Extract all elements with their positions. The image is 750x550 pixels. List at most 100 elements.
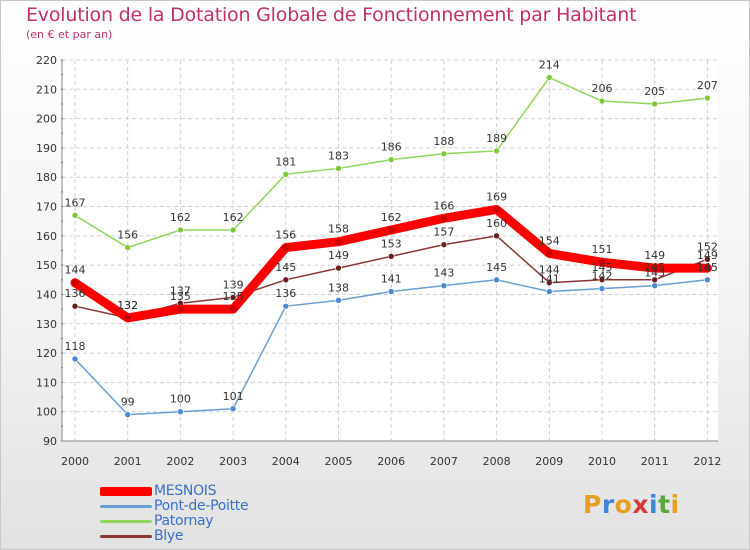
data-label-pont-de-poitte: 143 (433, 267, 454, 280)
plot-area (62, 60, 718, 441)
y-tick-label: 220 (36, 54, 57, 67)
data-label-mesnois: 169 (486, 190, 507, 203)
data-label-mesnois: 144 (65, 264, 86, 277)
data-label-mesnois: 156 (275, 229, 296, 242)
data-label-mesnois: 135 (223, 290, 244, 303)
data-label-pont-de-poitte: 145 (486, 261, 507, 274)
y-tick-label: 190 (36, 142, 57, 155)
y-tick-label: 160 (36, 230, 57, 243)
data-label-patornay: 156 (117, 229, 138, 242)
data-point-blye (545, 279, 553, 287)
data-point-pont-de-poitte (545, 288, 553, 295)
data-label-patornay: 207 (697, 79, 718, 92)
logo-letter: o (614, 490, 633, 519)
data-point-mesnois (71, 279, 79, 287)
y-tick-label: 200 (36, 113, 57, 126)
y-tick-label: 100 (36, 406, 57, 419)
data-label-pont-de-poitte: 141 (381, 273, 402, 286)
data-label-patornay: 167 (65, 196, 86, 209)
x-tick-label: 2009 (535, 455, 563, 468)
x-tick-label: 2003 (219, 455, 247, 468)
x-tick-label: 2012 (693, 455, 721, 468)
data-point-patornay (704, 94, 711, 102)
data-label-blye: 132 (117, 299, 138, 312)
data-point-mesnois (440, 214, 448, 222)
data-label-patornay: 188 (433, 135, 454, 148)
chart-title: Evolution de la Dotation Globale de Fonc… (26, 4, 637, 26)
data-point-blye (493, 232, 500, 240)
logo-letter: i (649, 490, 659, 519)
data-point-mesnois (703, 264, 711, 272)
data-label-patornay: 214 (539, 59, 560, 72)
data-label-patornay: 189 (486, 132, 507, 145)
data-label-mesnois: 162 (381, 211, 402, 224)
legend-swatch-patornay (100, 520, 152, 523)
y-tick-label: 170 (36, 201, 57, 214)
data-label-mesnois: 151 (592, 243, 613, 256)
data-point-patornay (651, 100, 659, 108)
data-point-patornay (177, 226, 184, 234)
data-label-pont-de-poitte: 100 (170, 393, 191, 406)
x-tick-label: 2002 (166, 455, 194, 468)
data-label-mesnois: 158 (328, 223, 349, 236)
proxiti-logo[interactable]: Proxiti (583, 490, 680, 519)
data-label-patornay: 162 (223, 211, 244, 224)
legend-item-mesnois[interactable]: MESNOIS (100, 483, 360, 499)
data-label-blye: 137 (170, 284, 191, 297)
data-label-blye: 136 (65, 287, 86, 300)
data-point-pont-de-poitte (124, 411, 131, 418)
data-point-patornay (598, 97, 606, 105)
data-label-pont-de-poitte: 138 (328, 281, 349, 294)
legend-swatch-mesnois (100, 487, 152, 496)
data-label-blye: 152 (697, 240, 718, 253)
data-point-blye (282, 276, 290, 284)
data-point-mesnois (176, 305, 184, 313)
data-label-mesnois: 154 (539, 234, 560, 247)
data-point-mesnois (493, 205, 501, 213)
data-point-blye (229, 294, 237, 301)
data-point-mesnois (229, 305, 237, 313)
legend-item-blye[interactable]: Blye (100, 528, 360, 544)
data-point-mesnois (124, 314, 132, 322)
data-point-patornay (124, 244, 131, 251)
legend-swatch-blye (100, 535, 152, 538)
data-label-patornay: 181 (275, 155, 296, 168)
data-point-pont-de-poitte (598, 285, 606, 292)
data-point-blye (704, 255, 711, 263)
logo-letter: x (632, 490, 649, 519)
data-label-patornay: 205 (644, 85, 665, 98)
y-tick-label: 210 (36, 83, 57, 96)
legend-label-mesnois: MESNOIS (154, 483, 217, 499)
y-tick-label: 120 (36, 347, 57, 360)
legend-label-blye: Blye (154, 528, 184, 544)
y-tick-label: 130 (36, 318, 57, 331)
data-point-mesnois (651, 264, 659, 272)
legend-item-patornay[interactable]: Patornay (100, 513, 360, 529)
data-point-pont-de-poitte (440, 282, 448, 289)
data-label-patornay: 186 (381, 141, 402, 154)
y-tick-label: 90 (43, 435, 57, 448)
data-point-blye (651, 276, 659, 284)
data-point-blye (71, 302, 79, 310)
data-label-blye: 160 (486, 217, 507, 230)
data-point-patornay (545, 74, 553, 81)
data-label-pont-de-poitte: 118 (65, 340, 86, 353)
data-label-blye: 145 (592, 261, 613, 274)
x-tick-label: 2007 (430, 455, 458, 468)
y-tick-label: 180 (36, 171, 57, 184)
legend-label-pont-de-poitte: Pont-de-Poitte (154, 498, 249, 514)
data-point-mesnois (282, 244, 290, 252)
data-point-blye (440, 241, 448, 248)
legend-item-pont-de-poitte[interactable]: Pont-de-Poitte (100, 498, 360, 514)
data-point-blye (387, 253, 395, 260)
data-label-mesnois: 149 (644, 249, 665, 262)
chart-subtitle: (en € et par an) (26, 28, 113, 41)
x-tick-label: 2006 (377, 455, 405, 468)
y-tick-label: 110 (36, 376, 57, 389)
data-label-pont-de-poitte: 99 (121, 396, 135, 409)
data-point-patornay (229, 226, 237, 234)
data-point-pont-de-poitte (493, 276, 500, 284)
data-label-patornay: 162 (170, 211, 191, 224)
data-point-mesnois (598, 258, 606, 266)
